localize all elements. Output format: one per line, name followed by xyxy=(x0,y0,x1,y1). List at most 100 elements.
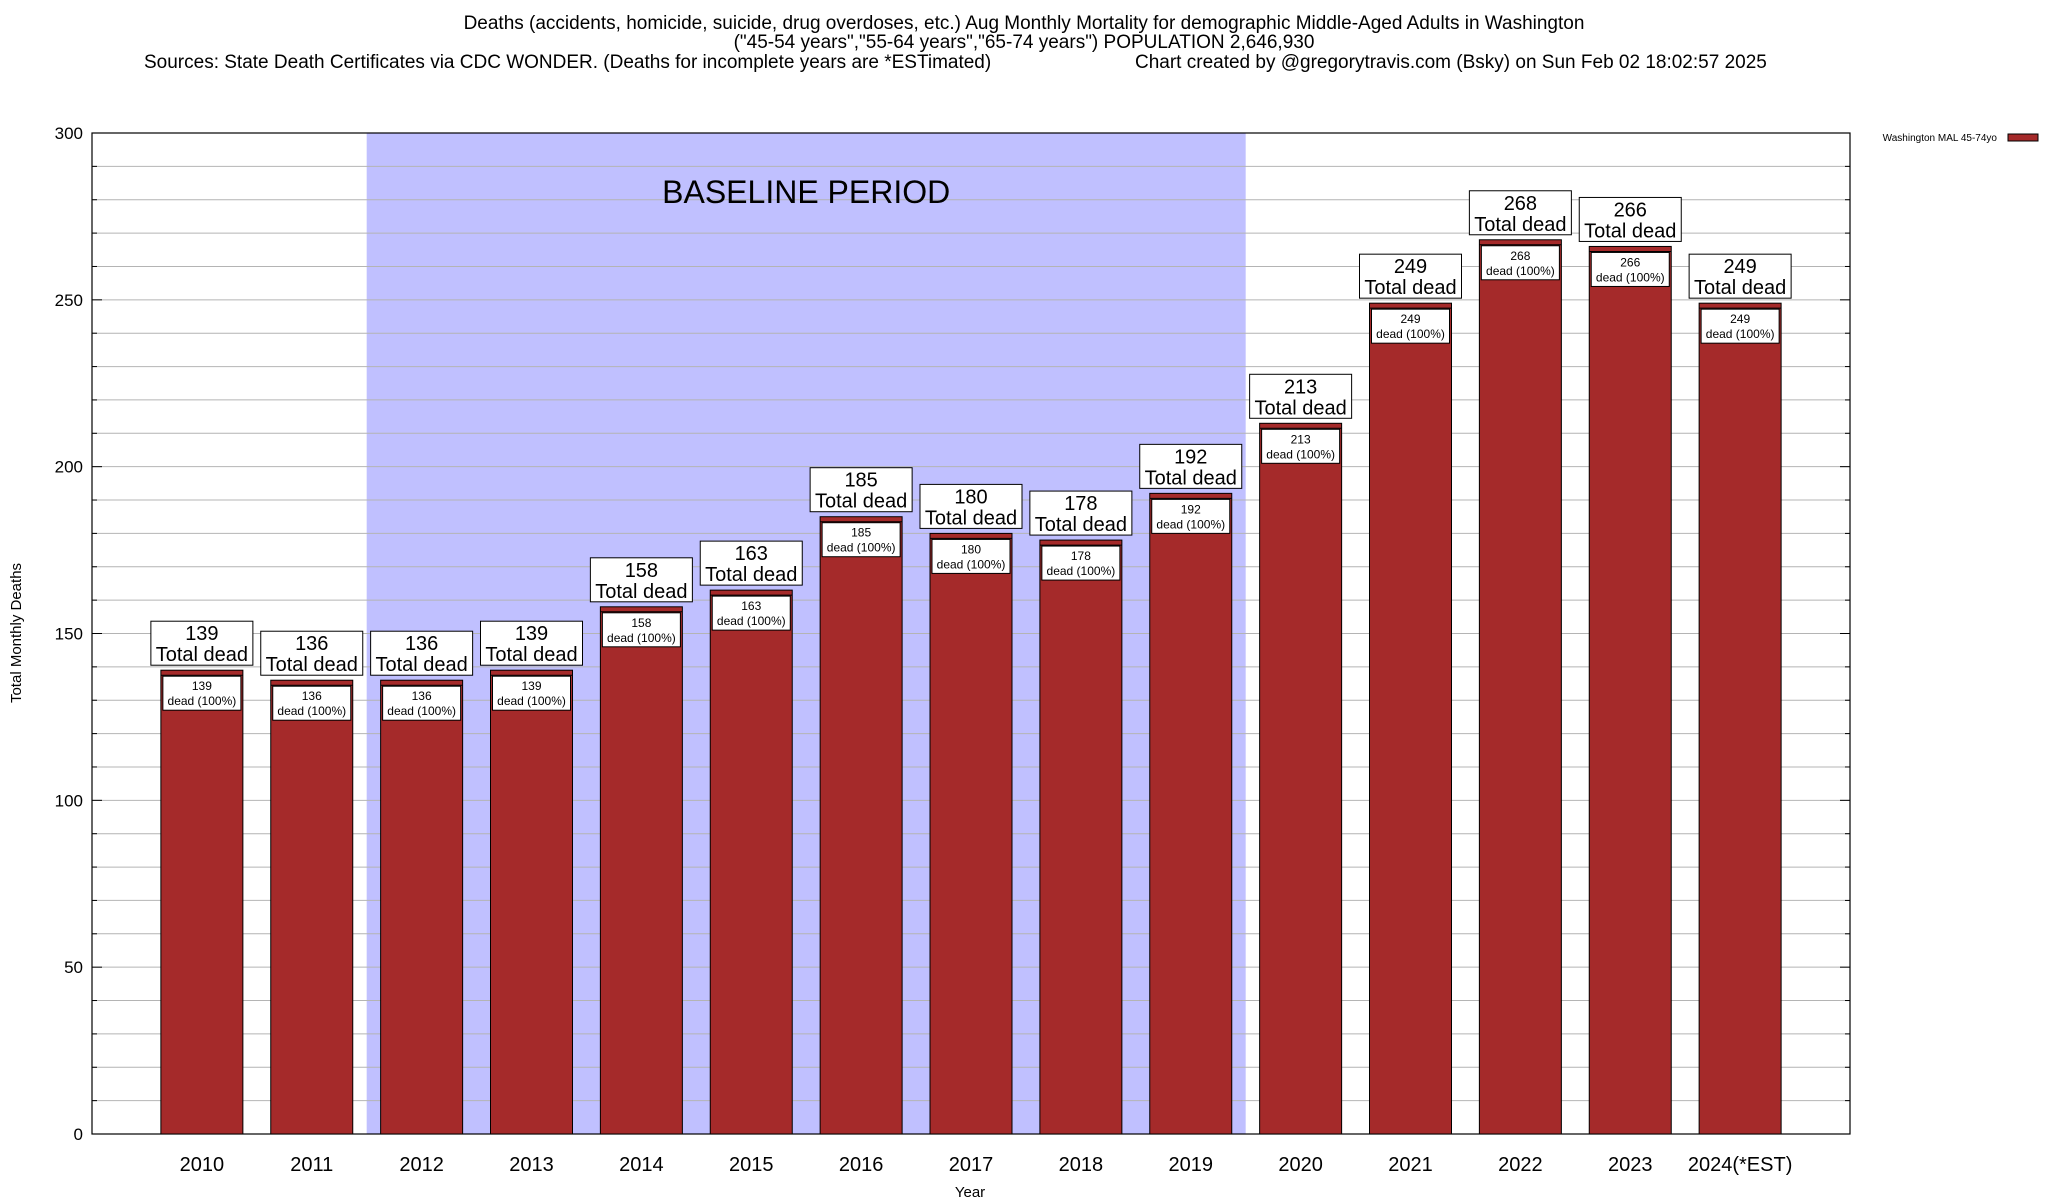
y-tick-label: 0 xyxy=(74,1125,83,1144)
bar xyxy=(490,669,573,1135)
bar-inner-label-box xyxy=(821,522,901,558)
bar-total-label: Total dead xyxy=(815,491,907,513)
baseline-region-label: BASELINE PERIOD xyxy=(662,174,950,210)
bar-inner-value-label: 180 xyxy=(961,542,981,556)
bar-top-label-box xyxy=(1359,253,1462,299)
bar-top-label-box xyxy=(370,630,474,676)
bar-inner-value-label: 178 xyxy=(1071,549,1091,563)
x-tick-label: 2024(*EST) xyxy=(1688,1154,1793,1176)
bar-inner-pct-label: dead (100%) xyxy=(1376,327,1445,341)
bar-top-label-box xyxy=(1249,373,1353,419)
bar-inner-label-box xyxy=(931,538,1011,574)
bar-inner-pct-label: dead (100%) xyxy=(937,557,1006,571)
bar-total-label: Total dead xyxy=(375,654,467,676)
bar-top-label-box xyxy=(260,630,364,676)
x-tick-label: 2011 xyxy=(290,1154,333,1176)
x-tick-label: 2014 xyxy=(619,1154,664,1176)
bar-inner-pct-label: dead (100%) xyxy=(1047,564,1116,578)
bar-inner-pct-label: dead (100%) xyxy=(1266,447,1335,461)
bar-value-label: 163 xyxy=(735,543,768,565)
x-tick-label: 2017 xyxy=(949,1154,994,1176)
bar-value-label: 136 xyxy=(295,633,328,655)
bar-value-label: 249 xyxy=(1394,256,1427,278)
bar-inner-pct-label: dead (100%) xyxy=(497,694,566,708)
bar-inner-label-box xyxy=(1261,428,1341,464)
bar-top-label-box xyxy=(1688,253,1792,299)
bar xyxy=(1149,492,1233,1135)
bar xyxy=(270,679,354,1135)
bar-value-label: 185 xyxy=(844,470,877,492)
bar-inner-pct-label: dead (100%) xyxy=(1706,327,1775,341)
bar-inner-label-box xyxy=(1041,545,1121,581)
bar-inner-value-label: 249 xyxy=(1400,312,1420,326)
bar-value-label: 139 xyxy=(515,623,548,645)
x-tick-label: 2016 xyxy=(839,1154,884,1176)
bar-value-label: 180 xyxy=(954,486,987,508)
bar-inner-label-box xyxy=(711,595,791,631)
bar-total-label: Total dead xyxy=(1364,277,1456,299)
x-tick-label: 2013 xyxy=(509,1154,554,1176)
y-tick-label: 250 xyxy=(55,291,83,310)
bar-value-label: 268 xyxy=(1504,193,1537,215)
x-tick-label: 2023 xyxy=(1608,1154,1653,1176)
bar-inner-pct-label: dead (100%) xyxy=(827,541,896,555)
bar xyxy=(1478,239,1562,1135)
bar-inner-pct-label: dead (100%) xyxy=(1486,264,1555,278)
x-tick-label: 2022 xyxy=(1498,1154,1543,1176)
bar-top-label-box xyxy=(1029,490,1133,536)
bar-total-label: Total dead xyxy=(266,654,358,676)
bar-total-label: Total dead xyxy=(1584,220,1676,242)
bar-inner-value-label: 185 xyxy=(851,526,871,540)
y-axis-title: Total Monthly Deaths xyxy=(8,563,25,703)
bar-inner-pct-label: dead (100%) xyxy=(607,631,676,645)
bar-top-label-box xyxy=(150,620,254,666)
legend-label: Washington MAL 45-74yo xyxy=(1883,133,1998,144)
bar-inner-label-box xyxy=(1151,498,1231,534)
bar xyxy=(1588,245,1672,1135)
chart-credit: Chart created by @gregorytravis.com (Bsk… xyxy=(1135,52,1767,73)
bar xyxy=(819,516,903,1135)
x-tick-label: 2010 xyxy=(180,1154,225,1176)
bar-value-label: 158 xyxy=(625,560,658,582)
x-tick-label: 2020 xyxy=(1278,1154,1323,1176)
bar xyxy=(1039,539,1123,1135)
y-tick-label: 100 xyxy=(55,791,83,810)
y-tick-label: 200 xyxy=(55,458,83,477)
y-tick-label: 300 xyxy=(55,124,83,143)
bar-top-label-box xyxy=(1139,443,1243,489)
bar-top-label-box xyxy=(919,483,1023,529)
bar-value-label: 213 xyxy=(1284,376,1317,398)
bar-value-label: 178 xyxy=(1064,493,1097,515)
bar-value-label: 139 xyxy=(185,623,218,645)
bar-inner-value-label: 139 xyxy=(521,679,541,693)
bar-top-label-box xyxy=(589,557,693,603)
bar-inner-value-label: 268 xyxy=(1510,249,1530,263)
bar xyxy=(160,669,244,1135)
bar-value-label: 249 xyxy=(1723,256,1756,278)
bar-total-label: Total dead xyxy=(595,581,687,603)
bar-inner-value-label: 192 xyxy=(1181,502,1201,516)
x-tick-label: 2015 xyxy=(729,1154,774,1176)
x-tick-label: 2018 xyxy=(1059,1154,1104,1176)
bar-inner-value-label: 158 xyxy=(631,616,651,630)
bar-inner-label-box xyxy=(601,612,681,648)
legend-swatch xyxy=(2007,133,2039,142)
chart-title: Deaths (accidents, homicide, suicide, dr… xyxy=(463,13,1585,34)
bar-total-label: Total dead xyxy=(925,507,1017,529)
x-tick-label: 2021 xyxy=(1388,1154,1433,1176)
bar-inner-label-box xyxy=(492,675,571,711)
bar-total-label: Total dead xyxy=(485,644,577,666)
chart-subtitle: ("45-54 years","55-64 years","65-74 year… xyxy=(733,32,1315,53)
bar-inner-label-box xyxy=(272,685,352,721)
bar-top-label-box xyxy=(1468,190,1572,236)
x-tick-label: 2012 xyxy=(399,1154,444,1176)
bar-inner-label-box xyxy=(1480,245,1560,281)
x-axis-title: Year xyxy=(955,1184,985,1200)
bar xyxy=(1698,302,1782,1135)
bar xyxy=(1369,302,1452,1135)
x-tick-label: 2019 xyxy=(1169,1154,1214,1176)
bar-inner-pct-label: dead (100%) xyxy=(1156,517,1225,531)
bar-inner-value-label: 163 xyxy=(741,599,761,613)
y-tick-label: 150 xyxy=(55,625,83,644)
